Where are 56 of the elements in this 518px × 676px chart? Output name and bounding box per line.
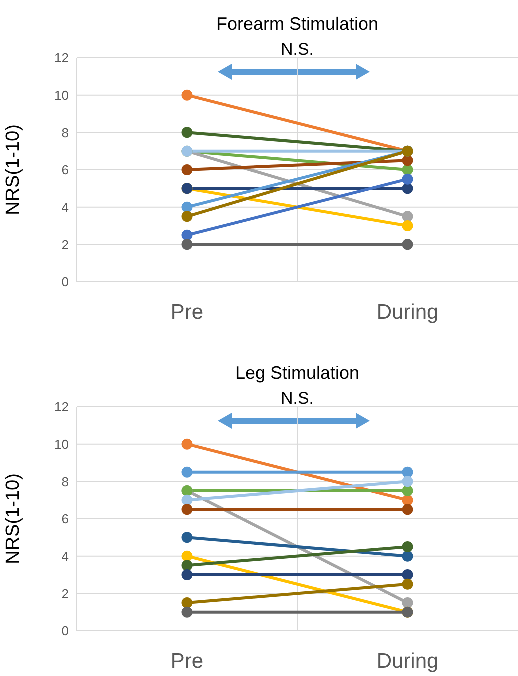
y-tick-label: 0 bbox=[62, 274, 69, 290]
point bbox=[182, 202, 193, 213]
y-tick-label: 10 bbox=[54, 436, 69, 452]
y-tick-label: 4 bbox=[62, 548, 69, 564]
y-tick-label: 4 bbox=[62, 200, 69, 215]
annotation: N.S. bbox=[280, 389, 316, 409]
point bbox=[182, 127, 193, 138]
x-tick-label: During bbox=[376, 300, 439, 324]
point bbox=[402, 239, 414, 250]
y-tick-label: 6 bbox=[62, 512, 69, 527]
point bbox=[402, 211, 414, 222]
y-tick-label: 2 bbox=[62, 586, 69, 602]
point bbox=[402, 578, 414, 590]
y-axis-title: NRS(1-10) bbox=[3, 124, 25, 216]
point bbox=[182, 606, 193, 618]
point bbox=[182, 438, 193, 450]
point bbox=[402, 466, 414, 478]
point bbox=[182, 211, 193, 222]
point bbox=[402, 598, 414, 608]
y-tick-label: 0 bbox=[62, 624, 69, 639]
y-tick-label: 10 bbox=[54, 88, 69, 103]
point bbox=[402, 550, 414, 562]
point bbox=[182, 466, 193, 478]
point bbox=[182, 560, 193, 572]
y-tick-label: 2 bbox=[62, 237, 69, 252]
x-tick-label: Pre bbox=[170, 650, 204, 673]
point bbox=[402, 542, 414, 552]
point bbox=[182, 239, 193, 250]
chart-title: Forearm Stimulation bbox=[215, 14, 380, 35]
point bbox=[182, 504, 193, 516]
point bbox=[402, 183, 414, 194]
point bbox=[402, 486, 414, 496]
point bbox=[402, 570, 414, 580]
y-tick-label: 6 bbox=[62, 162, 69, 178]
point bbox=[402, 476, 414, 488]
point bbox=[182, 598, 193, 608]
x-tick-label: During bbox=[376, 650, 439, 673]
y-tick-label: 12 bbox=[54, 50, 69, 66]
y-tick-label: 8 bbox=[62, 474, 69, 490]
point bbox=[182, 570, 193, 580]
annotation: N.S. bbox=[280, 40, 316, 60]
point bbox=[182, 494, 193, 506]
point bbox=[402, 174, 414, 185]
y-axis-title: NRS(1-10) bbox=[3, 474, 25, 564]
point bbox=[402, 220, 414, 232]
point bbox=[182, 164, 193, 176]
point bbox=[182, 550, 193, 562]
point bbox=[182, 532, 193, 544]
point bbox=[402, 504, 414, 516]
chart-title: Leg Stimulation bbox=[234, 363, 361, 384]
x-tick-label: Pre bbox=[170, 300, 204, 324]
point bbox=[182, 230, 193, 241]
point bbox=[402, 155, 414, 166]
point bbox=[182, 90, 193, 101]
y-tick-label: 12 bbox=[54, 400, 69, 415]
y-tick-label: 8 bbox=[62, 125, 69, 140]
